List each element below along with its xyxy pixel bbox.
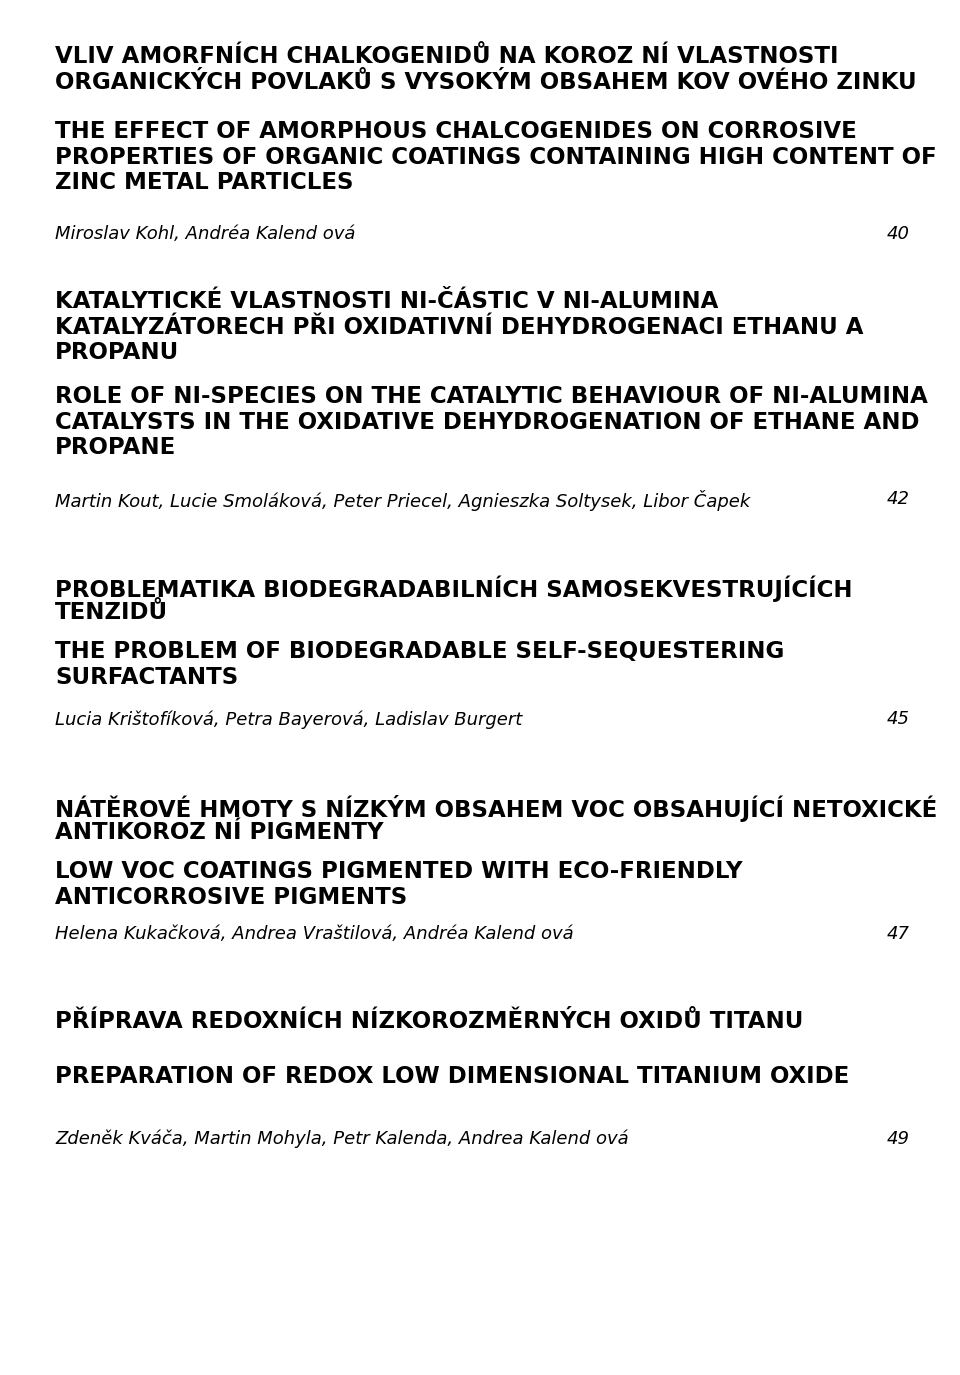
Text: Zdeněk Kváča, Martin Mohyla, Petr Kalenda, Andrea Kalend ová …………………………………………………: Zdeněk Kváča, Martin Mohyla, Petr Kalend… xyxy=(55,1130,960,1148)
Text: ANTIKOROZ NÍ PIGMENTY: ANTIKOROZ NÍ PIGMENTY xyxy=(55,821,383,844)
Text: PROPERTIES OF ORGANIC COATINGS CONTAINING HIGH CONTENT OF: PROPERTIES OF ORGANIC COATINGS CONTAININ… xyxy=(55,146,937,169)
Text: ROLE OF NI-SPECIES ON THE CATALYTIC BEHAVIOUR OF NI-ALUMINA: ROLE OF NI-SPECIES ON THE CATALYTIC BEHA… xyxy=(55,385,928,408)
Text: SURFACTANTS: SURFACTANTS xyxy=(55,666,238,689)
Text: Lucia Krištofíková, Petra Bayerová, Ladislav Burgert: Lucia Krištofíková, Petra Bayerová, Ladi… xyxy=(55,710,522,729)
Text: Miroslav Kohl, Andréa Kalend ová…………………………………………………………………………………………………………: Miroslav Kohl, Andréa Kalend ová……………………… xyxy=(55,226,960,243)
Text: PROPANE: PROPANE xyxy=(55,436,177,459)
Text: KATALYTICKÉ VLASTNOSTI NI-ČÁSTIC V NI-ALUMINA: KATALYTICKÉ VLASTNOSTI NI-ČÁSTIC V NI-AL… xyxy=(55,290,718,314)
Text: Martin Kout, Lucie Smoláková, Peter Priecel, Agnieszka Soltysek, Libor Čapek…………: Martin Kout, Lucie Smoláková, Peter Prie… xyxy=(55,490,960,512)
Text: 49: 49 xyxy=(887,1130,910,1148)
Text: PROBLEMATIKA BIODEGRADABILNÍCH SAMOSEKVESTRUJÍCÍCH: PROBLEMATIKA BIODEGRADABILNÍCH SAMOSEKVE… xyxy=(55,575,852,601)
Text: ORGANICKÝCH POVLAKŮ S VYSOKÝM OBSAHEM KOV OVÉHO ZINKU: ORGANICKÝCH POVLAKŮ S VYSOKÝM OBSAHEM KO… xyxy=(55,70,917,94)
Text: Zdeněk Kváča, Martin Mohyla, Petr Kalenda, Andrea Kalend ová……………………………………………………: Zdeněk Kváča, Martin Mohyla, Petr Kalend… xyxy=(55,1130,960,1148)
Text: Lucia Krištofíková, Petra Bayerová, Ladislav Burgert ………………………………………………………………………: Lucia Krištofíková, Petra Bayerová, Ladi… xyxy=(55,710,960,729)
Text: CATALYSTS IN THE OXIDATIVE DEHYDROGENATION OF ETHANE AND: CATALYSTS IN THE OXIDATIVE DEHYDROGENATI… xyxy=(55,411,920,433)
Text: Martin Kout, Lucie Smoláková, Peter Priecel, Agnieszka Soltysek, Libor Čapek ………: Martin Kout, Lucie Smoláková, Peter Prie… xyxy=(55,490,960,512)
Text: Martin Kout, Lucie Smoláková, Peter Priecel, Agnieszka Soltysek, Libor Čapek: Martin Kout, Lucie Smoláková, Peter Prie… xyxy=(55,490,751,512)
Text: LOW VOC COATINGS PIGMENTED WITH ECO-FRIENDLY: LOW VOC COATINGS PIGMENTED WITH ECO-FRIE… xyxy=(55,859,742,883)
Text: PŘÍPRAVA REDOXNÍCH NÍZKOROZMĚRNÝCH OXIDŮ TITANU: PŘÍPRAVA REDOXNÍCH NÍZKOROZMĚRNÝCH OXIDŮ… xyxy=(55,1011,804,1033)
Text: PROPANU: PROPANU xyxy=(55,341,180,364)
Text: PREPARATION OF REDOX LOW DIMENSIONAL TITANIUM OXIDE: PREPARATION OF REDOX LOW DIMENSIONAL TIT… xyxy=(55,1066,850,1088)
Text: VLIV AMORFNÍCH CHALKOGENIDŮ NA KOROZ NÍ VLASTNOSTI: VLIV AMORFNÍCH CHALKOGENIDŮ NA KOROZ NÍ … xyxy=(55,45,838,67)
Text: Helena Kukačková, Andrea Vraštilová, Andréa Kalend ová………………………………………………………………: Helena Kukačková, Andrea Vraštilová, And… xyxy=(55,925,960,943)
Text: ANTICORROSIVE PIGMENTS: ANTICORROSIVE PIGMENTS xyxy=(55,886,407,909)
Text: 45: 45 xyxy=(887,710,910,727)
Text: Miroslav Kohl, Andréa Kalend ová: Miroslav Kohl, Andréa Kalend ová xyxy=(55,226,355,243)
Text: Lucia Krištofíková, Petra Bayerová, Ladislav Burgert…………………………………………………………………………: Lucia Krištofíková, Petra Bayerová, Ladi… xyxy=(55,710,960,729)
Text: Helena Kukačková, Andrea Vraštilová, Andréa Kalend ová: Helena Kukačková, Andrea Vraštilová, And… xyxy=(55,925,574,943)
Text: Helena Kukačková, Andrea Vraštilová, Andréa Kalend ová ………………………………………………………………4: Helena Kukačková, Andrea Vraštilová, And… xyxy=(55,925,960,943)
Text: THE PROBLEM OF BIODEGRADABLE SELF-SEQUESTERING: THE PROBLEM OF BIODEGRADABLE SELF-SEQUES… xyxy=(55,639,784,663)
Text: THE EFFECT OF AMORPHOUS CHALCOGENIDES ON CORROSIVE: THE EFFECT OF AMORPHOUS CHALCOGENIDES ON… xyxy=(55,120,856,143)
Text: KATALYZÁTORECH PŘI OXIDATIVNÍ DEHYDROGENACI ETHANU A: KATALYZÁTORECH PŘI OXIDATIVNÍ DEHYDROGEN… xyxy=(55,316,863,338)
Text: 47: 47 xyxy=(887,925,910,943)
Text: Miroslav Kohl, Andréa Kalend ová …………………………………………………………………………………………………………40: Miroslav Kohl, Andréa Kalend ová …………………… xyxy=(55,226,960,243)
Text: 40: 40 xyxy=(887,226,910,243)
Text: NÁTĚROVÉ HMOTY S NÍZKÝM OBSAHEM VOC OBSAHUJÍCÍ NETOXICKÉ: NÁTĚROVÉ HMOTY S NÍZKÝM OBSAHEM VOC OBSA… xyxy=(55,795,937,822)
Text: ZINC METAL PARTICLES: ZINC METAL PARTICLES xyxy=(55,170,353,194)
Text: 42: 42 xyxy=(887,490,910,507)
Text: TENZIDŮ: TENZIDŮ xyxy=(55,601,168,624)
Text: Zdeněk Kváča, Martin Mohyla, Petr Kalenda, Andrea Kalend ová: Zdeněk Kváča, Martin Mohyla, Petr Kalend… xyxy=(55,1130,629,1148)
